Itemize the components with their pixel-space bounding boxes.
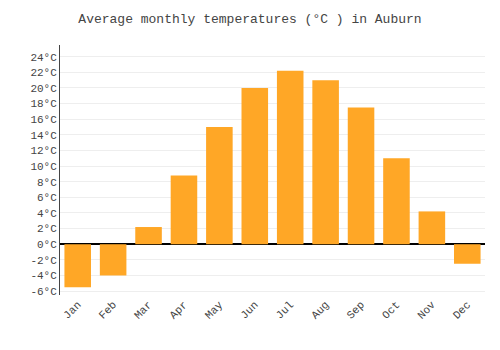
- svg-text:Average monthly temperatures (: Average monthly temperatures (°C ) in Au…: [78, 12, 421, 27]
- svg-text:18°C: 18°C: [30, 98, 57, 110]
- svg-text:-4°C: -4°C: [30, 270, 57, 282]
- svg-text:6°C: 6°C: [37, 192, 57, 204]
- svg-text:Mar: Mar: [132, 299, 154, 321]
- svg-text:14°C: 14°C: [30, 130, 57, 142]
- svg-text:10°C: 10°C: [30, 161, 57, 173]
- svg-text:12°C: 12°C: [30, 145, 57, 157]
- svg-text:24°C: 24°C: [30, 52, 57, 64]
- svg-text:Sep: Sep: [345, 299, 367, 321]
- svg-text:Apr: Apr: [167, 299, 189, 321]
- svg-text:22°C: 22°C: [30, 67, 57, 79]
- svg-text:May: May: [203, 299, 226, 322]
- svg-text:Dec: Dec: [451, 299, 473, 321]
- svg-text:Jan: Jan: [61, 299, 83, 321]
- svg-text:20°C: 20°C: [30, 83, 57, 95]
- svg-text:16°C: 16°C: [30, 114, 57, 126]
- svg-text:Jul: Jul: [274, 299, 296, 321]
- svg-text:Nov: Nov: [415, 299, 438, 322]
- svg-text:-6°C: -6°C: [30, 286, 57, 298]
- svg-text:4°C: 4°C: [37, 208, 57, 220]
- svg-text:Jun: Jun: [238, 299, 260, 321]
- svg-text:8°C: 8°C: [37, 177, 57, 189]
- svg-text:Aug: Aug: [309, 299, 331, 321]
- svg-text:2°C: 2°C: [37, 223, 57, 235]
- svg-text:Oct: Oct: [380, 299, 402, 321]
- svg-text:Feb: Feb: [97, 299, 119, 321]
- svg-text:0°C: 0°C: [37, 239, 57, 251]
- svg-text:-2°C: -2°C: [30, 255, 57, 267]
